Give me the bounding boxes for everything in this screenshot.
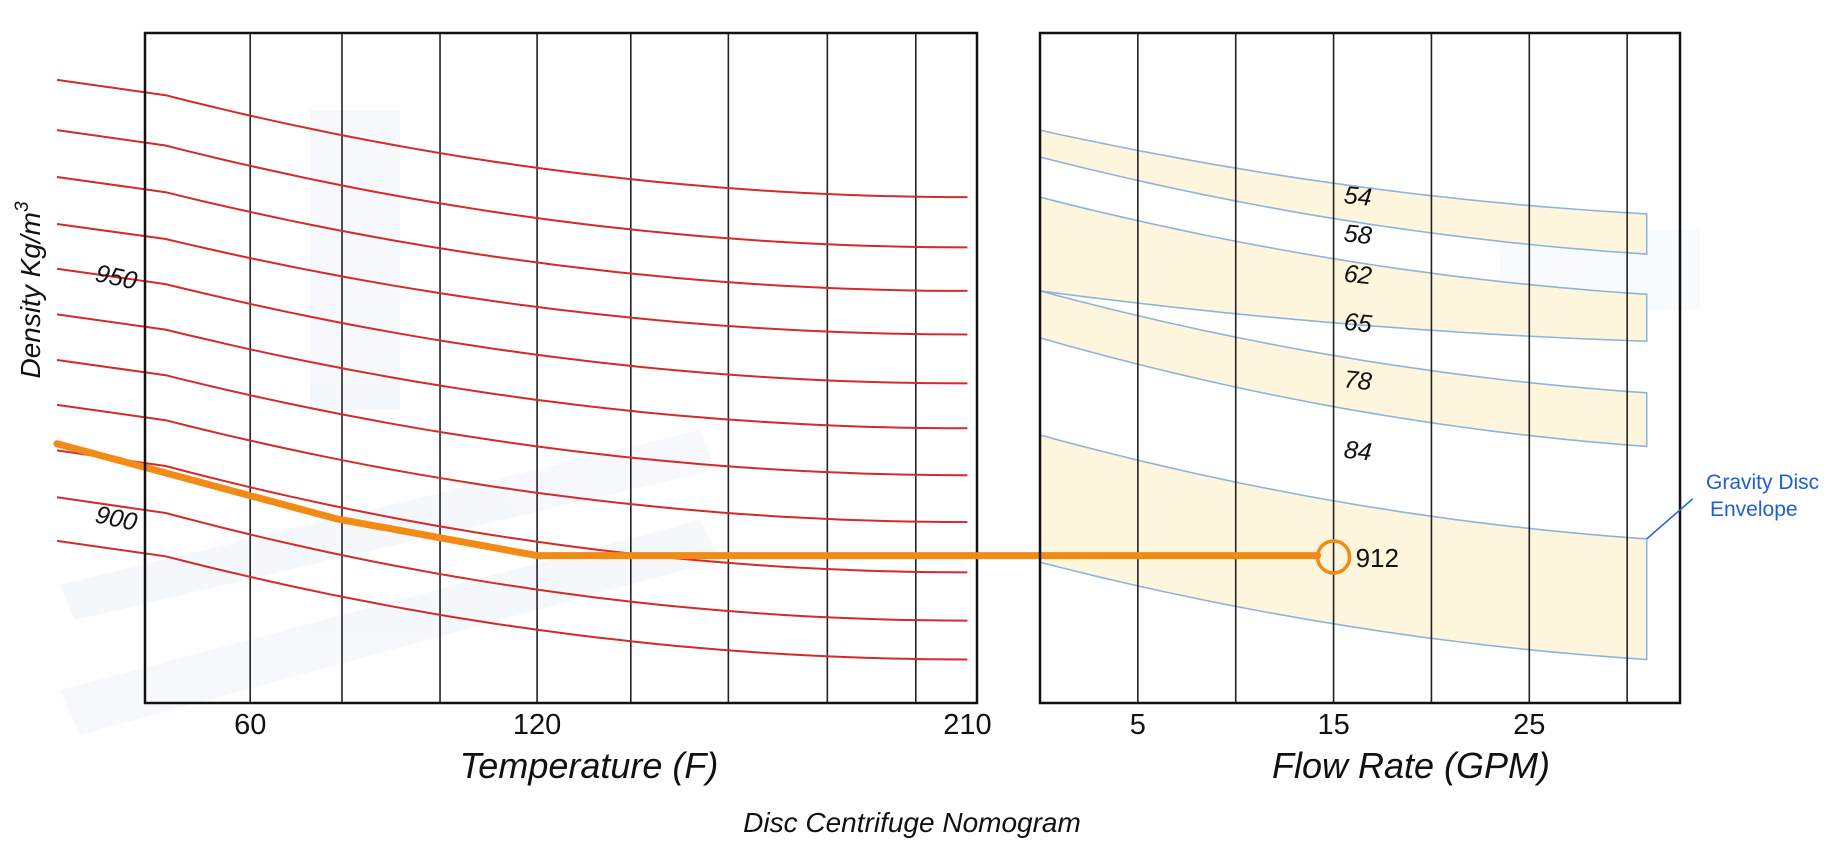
envelope-label-line-2: Envelope — [1710, 498, 1798, 521]
gravity-disc-bands — [1039, 129, 1648, 661]
gravity-disc-band — [1039, 289, 1648, 448]
density-axis-title-main: Density Kg/m — [15, 212, 46, 379]
density-curve — [56, 223, 968, 336]
density-axis-title-superscript: 3 — [12, 201, 33, 212]
temperature-tick-label: 210 — [943, 709, 991, 741]
density-curve — [56, 267, 968, 385]
gravity-disc-labels: 54 58 62 65 78 84 — [1343, 181, 1374, 466]
density-curve — [56, 313, 968, 430]
flow-rate-plot-frame — [1038, 31, 1682, 705]
gravity-disc-band — [1039, 129, 1648, 255]
gravity-disc-band — [1039, 196, 1648, 343]
temperature-plot-frame — [143, 31, 979, 705]
temperature-highlight-path — [53, 440, 981, 560]
gravity-disc-label: 65 — [1343, 308, 1374, 339]
density-curve — [56, 359, 968, 477]
flow-rate-tick-label: 25 — [1513, 709, 1545, 741]
gravity-disc-label: 54 — [1343, 181, 1374, 212]
flow-rate-gridlines — [1137, 33, 1628, 703]
density-curve-label: 900 — [93, 501, 140, 537]
density-curve — [56, 449, 968, 574]
density-curve — [56, 539, 968, 661]
gravity-disc-label: 58 — [1343, 219, 1374, 250]
gravity-disc-label: 78 — [1343, 365, 1374, 396]
density-curve-labels: 950 900 — [93, 259, 140, 536]
density-curve — [56, 176, 968, 292]
density-curve — [56, 403, 968, 524]
flow-rate-tick-label: 15 — [1317, 709, 1349, 741]
flow-rate-tick-labels: 5 15 25 — [1130, 709, 1546, 741]
result-point-label: 912 — [1356, 543, 1399, 573]
envelope-label-line-1: Gravity Disc — [1706, 471, 1819, 494]
density-curve — [56, 496, 968, 622]
temperature-tick-label: 60 — [234, 709, 266, 741]
flow-rate-tick-label: 5 — [1130, 709, 1146, 741]
flow-rate-panel: 912 5 15 25 54 58 62 65 78 84 Gravity Disc Enve… — [973, 31, 1819, 786]
density-curve — [56, 78, 968, 199]
temperature-tick-labels: 60 120 210 — [234, 709, 992, 741]
envelope-leader-line — [1646, 498, 1694, 540]
result-point-marker — [1315, 539, 1352, 575]
gravity-disc-label: 62 — [1343, 260, 1374, 291]
density-curve — [56, 129, 968, 249]
density-axis-title: Density Kg/m3 — [12, 201, 46, 379]
temperature-tick-label: 120 — [513, 709, 561, 741]
temperature-panel: 60 120 210 950 900 Temperature (F) Density … — [12, 31, 992, 786]
flow-rate-axis-title: Flow Rate (GPM) — [1272, 745, 1550, 786]
temperature-axis-title: Temperature (F) — [460, 745, 719, 786]
density-curves — [56, 78, 968, 661]
figure-caption: Disc Centrifuge Nomogram — [743, 807, 1081, 838]
gravity-disc-label: 84 — [1343, 436, 1374, 467]
temperature-gridlines — [249, 33, 917, 703]
density-curve-label: 950 — [93, 259, 140, 295]
gravity-disc-band — [1039, 433, 1648, 661]
